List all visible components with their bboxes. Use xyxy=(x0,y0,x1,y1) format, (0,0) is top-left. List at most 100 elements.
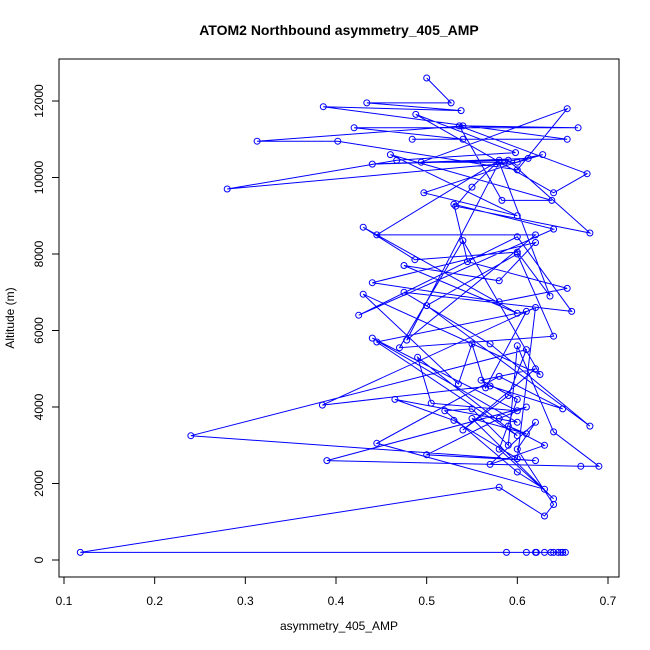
data-point xyxy=(373,231,381,239)
x-tick-label: 0.3 xyxy=(237,594,254,608)
data-point xyxy=(368,160,376,168)
data-point xyxy=(577,462,585,470)
data-point xyxy=(532,548,540,556)
data-point xyxy=(550,495,558,503)
data-point xyxy=(495,158,503,166)
data-point xyxy=(477,376,485,384)
data-point xyxy=(373,439,381,447)
x-tick-label: 0.2 xyxy=(146,594,163,608)
data-point xyxy=(414,353,422,361)
data-point xyxy=(482,384,490,392)
data-point xyxy=(541,512,548,520)
data-point xyxy=(393,156,401,164)
data-point xyxy=(513,455,521,463)
data-point xyxy=(486,460,494,468)
data-point xyxy=(386,151,394,159)
data-point xyxy=(563,135,571,143)
data-point xyxy=(513,158,521,166)
data-point xyxy=(536,371,544,378)
data-point xyxy=(495,483,503,491)
plot-frame xyxy=(58,58,620,578)
data-point xyxy=(532,239,539,246)
data-point xyxy=(513,212,521,220)
data-point xyxy=(423,74,431,82)
y-axis-label: Altitude (m) xyxy=(3,287,17,348)
series-line xyxy=(80,77,601,553)
data-point xyxy=(550,428,558,436)
data-point xyxy=(459,135,467,143)
data-point xyxy=(513,166,521,174)
data-point xyxy=(522,403,530,411)
data-point xyxy=(486,382,494,390)
y-tick-label: 10000 xyxy=(32,160,46,194)
data-point xyxy=(550,225,558,233)
data-point xyxy=(512,149,519,157)
data-point xyxy=(468,183,476,191)
plot-area xyxy=(76,74,603,556)
data-point xyxy=(513,432,521,440)
data-point xyxy=(548,196,556,204)
data-point xyxy=(368,334,376,342)
data-point xyxy=(513,418,521,426)
x-axis: 0.1 0.2 0.3 0.4 0.5 0.6 0.7 xyxy=(56,576,617,608)
data-point xyxy=(459,426,467,434)
data-point xyxy=(513,248,521,256)
data-point xyxy=(450,416,458,424)
data-point xyxy=(334,137,342,145)
data-point xyxy=(513,233,521,241)
data-point xyxy=(522,548,530,556)
data-point xyxy=(468,415,476,422)
data-point xyxy=(423,451,431,459)
data-point xyxy=(504,441,512,449)
data-point xyxy=(441,407,449,415)
data-point xyxy=(559,405,567,413)
data-point xyxy=(408,135,416,143)
data-point xyxy=(417,158,425,166)
data-point xyxy=(550,332,558,340)
y-tick-label: 0 xyxy=(32,556,46,563)
data-point xyxy=(355,311,363,319)
data-point xyxy=(546,292,554,300)
data-point xyxy=(583,170,591,178)
data-point xyxy=(504,392,512,399)
x-tick-label: 0.1 xyxy=(56,594,73,608)
y-tick-label: 8000 xyxy=(32,240,46,267)
data-point xyxy=(459,122,467,130)
data-point xyxy=(513,468,521,476)
data-point xyxy=(532,304,539,311)
data-point xyxy=(532,231,539,239)
data-point xyxy=(459,237,467,245)
data-point xyxy=(554,548,562,556)
data-point xyxy=(411,256,419,264)
x-axis-label: asymmetry_405_AMP xyxy=(280,619,398,633)
data-point xyxy=(513,309,521,317)
data-point xyxy=(563,105,571,113)
data-point xyxy=(468,340,476,348)
y-tick-label: 6000 xyxy=(32,317,46,344)
y-tick-label: 2000 xyxy=(32,470,46,497)
data-point xyxy=(513,342,521,350)
data-point xyxy=(423,302,431,310)
chart-title: ATOM2 Northbound asymmetry_405_AMP xyxy=(199,22,479,38)
data-point xyxy=(427,399,435,407)
data-point xyxy=(403,336,411,344)
data-point xyxy=(450,200,458,208)
data-point xyxy=(454,380,462,388)
data-point xyxy=(495,415,503,422)
x-tick-label: 0.7 xyxy=(600,594,617,608)
x-tick-label: 0.4 xyxy=(328,594,345,608)
data-point xyxy=(539,151,547,159)
data-point xyxy=(522,430,530,438)
data-point xyxy=(400,262,408,269)
data-point xyxy=(532,365,539,373)
data-point xyxy=(420,189,428,197)
data-point xyxy=(253,137,261,145)
data-point xyxy=(223,185,231,193)
data-point xyxy=(541,441,548,449)
data-point xyxy=(561,548,569,556)
data-point xyxy=(447,99,455,107)
data-point xyxy=(586,229,594,237)
data-point xyxy=(495,298,503,306)
data-point xyxy=(532,457,539,465)
